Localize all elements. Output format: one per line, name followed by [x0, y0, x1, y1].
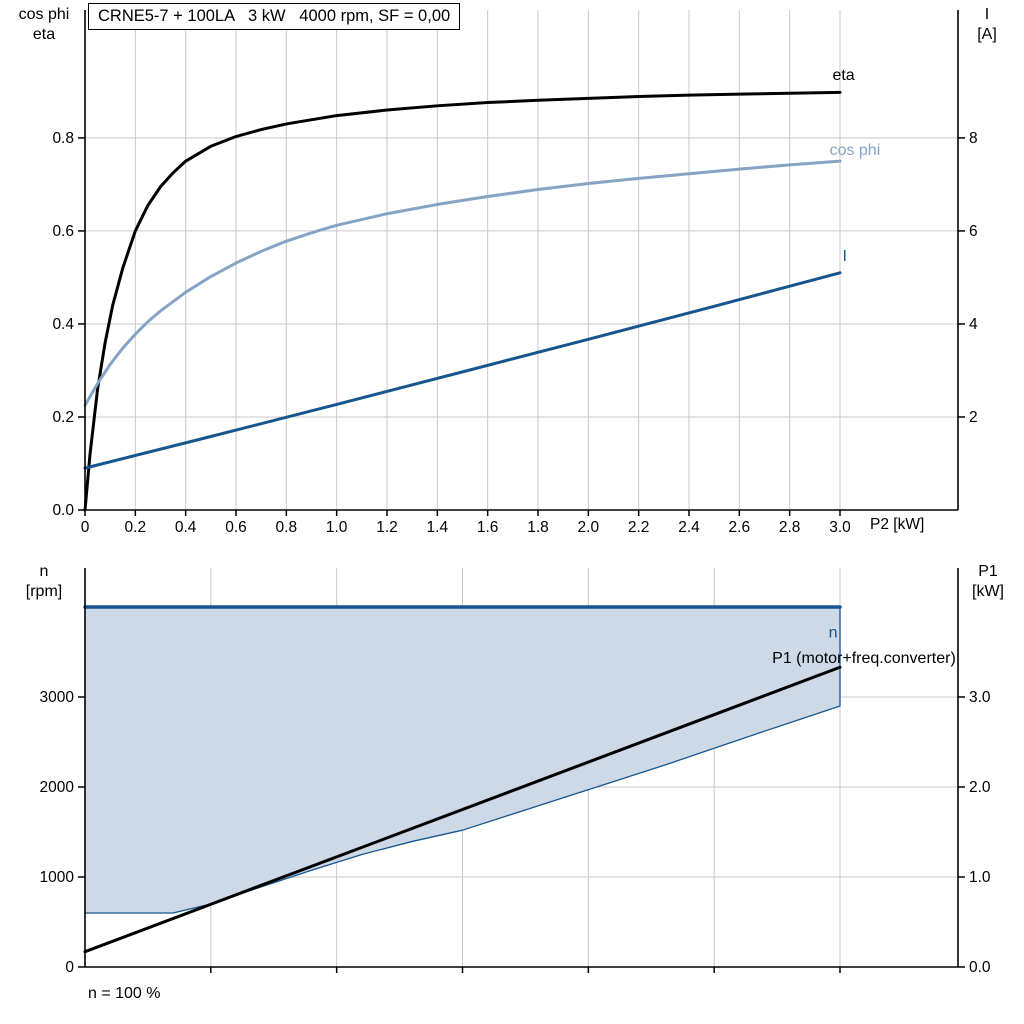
y-tick-label-left: 0.0 [52, 502, 74, 519]
x-tick-label: 1.6 [477, 519, 499, 536]
ylabel-speed: n [39, 563, 49, 580]
y-tick-label-left: 2000 [40, 779, 75, 796]
cos-phi-curve [83, 159, 842, 407]
y-tick-label-right: 1.0 [969, 869, 991, 886]
y-tick-label-left: 0.4 [52, 316, 74, 333]
y-tick-label-left: 0.8 [52, 130, 74, 147]
chart-title: CRNE5-7 + 100LA 3 kW 4000 rpm, SF = 0,00 [88, 3, 461, 30]
y-tick-label-left: 3000 [40, 689, 75, 706]
ylabel-cos-phi: cos phi [18, 6, 70, 23]
ylabel-p1-unit: [kW] [972, 583, 1004, 600]
current-curve-label: I [843, 248, 847, 265]
ylabel-speed-unit: [rpm] [25, 583, 63, 600]
y-tick-label-left: 0.2 [52, 409, 74, 426]
y-tick-label-right: 3.0 [969, 689, 991, 706]
x-tick-label: 3.0 [829, 519, 851, 536]
top-chart-right-axis-label: I [A] [960, 5, 1014, 45]
y-tick-label-right: 2 [969, 409, 978, 426]
bottom-chart-right-axis-label: P1 [kW] [960, 562, 1016, 602]
x-tick-label: 2.4 [678, 519, 700, 536]
x-tick-label: 2.6 [729, 519, 751, 536]
x-tick-label: 0.4 [175, 519, 197, 536]
x-tick-label: 0.2 [125, 519, 147, 536]
ylabel-current-unit: [A] [977, 26, 997, 43]
x-tick-label: 0 [81, 519, 90, 536]
y-tick-label-right: 4 [969, 316, 978, 333]
eta-curve [83, 90, 842, 512]
x-tick-label: 2.2 [628, 519, 650, 536]
footer-note: n = 100 % [88, 985, 161, 1002]
x-tick-label: 1.4 [427, 519, 449, 536]
x-axis-label: P2 [kW] [870, 516, 925, 533]
x-tick-label: 2.8 [779, 519, 801, 536]
x-tick-label: 1.0 [326, 519, 348, 536]
y-tick-label-right: 2.0 [969, 779, 991, 796]
y-tick-label-left: 1000 [40, 869, 75, 886]
cos-phi-curve-label: cos phi [830, 142, 881, 159]
x-tick-label: 1.2 [376, 519, 398, 536]
y-tick-label-right: 6 [969, 223, 978, 240]
y-tick-label-right: 0.0 [969, 959, 991, 976]
top-chart-left-axis-label: cos phi eta [4, 5, 84, 45]
bottom-chart-left-axis-label: n [rpm] [4, 562, 84, 602]
eta-curve-label: eta [832, 67, 854, 84]
y-tick-label-right: 8 [969, 130, 978, 147]
ylabel-current: I [984, 6, 990, 23]
ylabel-eta: eta [32, 26, 56, 43]
n-curve-label: n [829, 625, 838, 642]
y-tick-label-left: 0.6 [52, 223, 74, 240]
x-tick-label: 0.8 [276, 519, 298, 536]
x-tick-label: 2.0 [578, 519, 600, 536]
speed-range-area [85, 606, 840, 913]
p1-curve [83, 665, 842, 954]
x-tick-label: 1.8 [527, 519, 549, 536]
ylabel-p1: P1 [978, 563, 998, 580]
y-tick-label-left: 0 [65, 959, 74, 976]
x-tick-label: 0.6 [225, 519, 247, 536]
p1-curve-label: P1 (motor+freq.converter) [772, 650, 956, 667]
current-curve [83, 271, 842, 470]
